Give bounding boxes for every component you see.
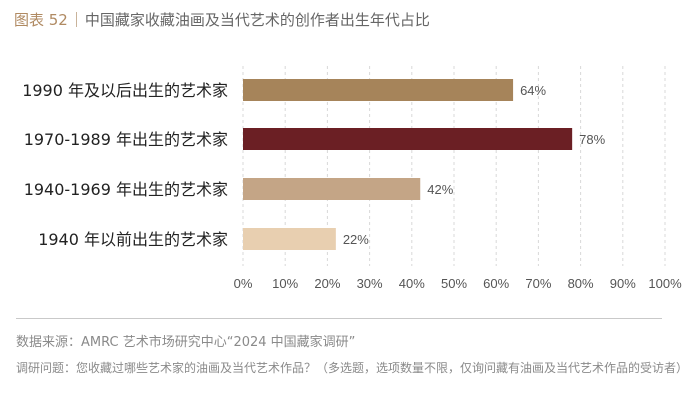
data-source: 数据来源：AMRC 艺术市场研究中心“2024 中国藏家调研”	[16, 335, 356, 350]
x-tick-label: 70%	[525, 276, 551, 291]
bar-chart: 0% 10% 20% 30% 40% 50% 60% 70% 80% 90% 100% 1990 年及…	[22, 66, 682, 291]
category-label: 1990 年及以后出生的艺术家	[22, 81, 228, 100]
header-separator	[75, 11, 77, 27]
category-label: 1940-1969 年出生的艺术家	[24, 180, 228, 199]
x-tick-label: 100%	[648, 276, 682, 291]
x-tick-label: 60%	[483, 276, 509, 291]
x-tick-label: 50%	[441, 276, 467, 291]
x-tick-label: 80%	[568, 276, 594, 291]
figure-label: 图表 52	[14, 10, 68, 29]
category-label: 1940 年以前出生的艺术家	[38, 230, 228, 249]
bar	[243, 178, 421, 200]
survey-question: 调研问题：您收藏过哪些艺术家的油画及当代艺术作品？（多选题，选项数量不限，仅询问…	[16, 361, 689, 375]
x-tick-label: 10%	[272, 276, 298, 291]
x-tick-label: 30%	[357, 276, 383, 291]
x-tick-label: 20%	[314, 276, 340, 291]
figure-header: 图表 52 中国藏家收藏油画及当代艺术的创作者出生年代占比	[14, 8, 430, 30]
data-label: 64%	[520, 83, 546, 98]
chart-title: 中国藏家收藏油画及当代艺术的创作者出生年代占比	[84, 10, 430, 29]
data-label: 22%	[343, 232, 369, 247]
x-tick-label: 90%	[610, 276, 636, 291]
bar	[243, 79, 514, 101]
category-label: 1970-1989 年出生的艺术家	[24, 130, 228, 149]
bar	[243, 228, 336, 250]
bar	[243, 128, 573, 150]
data-label: 78%	[579, 132, 605, 147]
x-tick-label: 40%	[399, 276, 425, 291]
data-label: 42%	[427, 182, 453, 197]
x-tick-label: 0%	[234, 276, 253, 291]
footer-divider	[16, 318, 662, 319]
